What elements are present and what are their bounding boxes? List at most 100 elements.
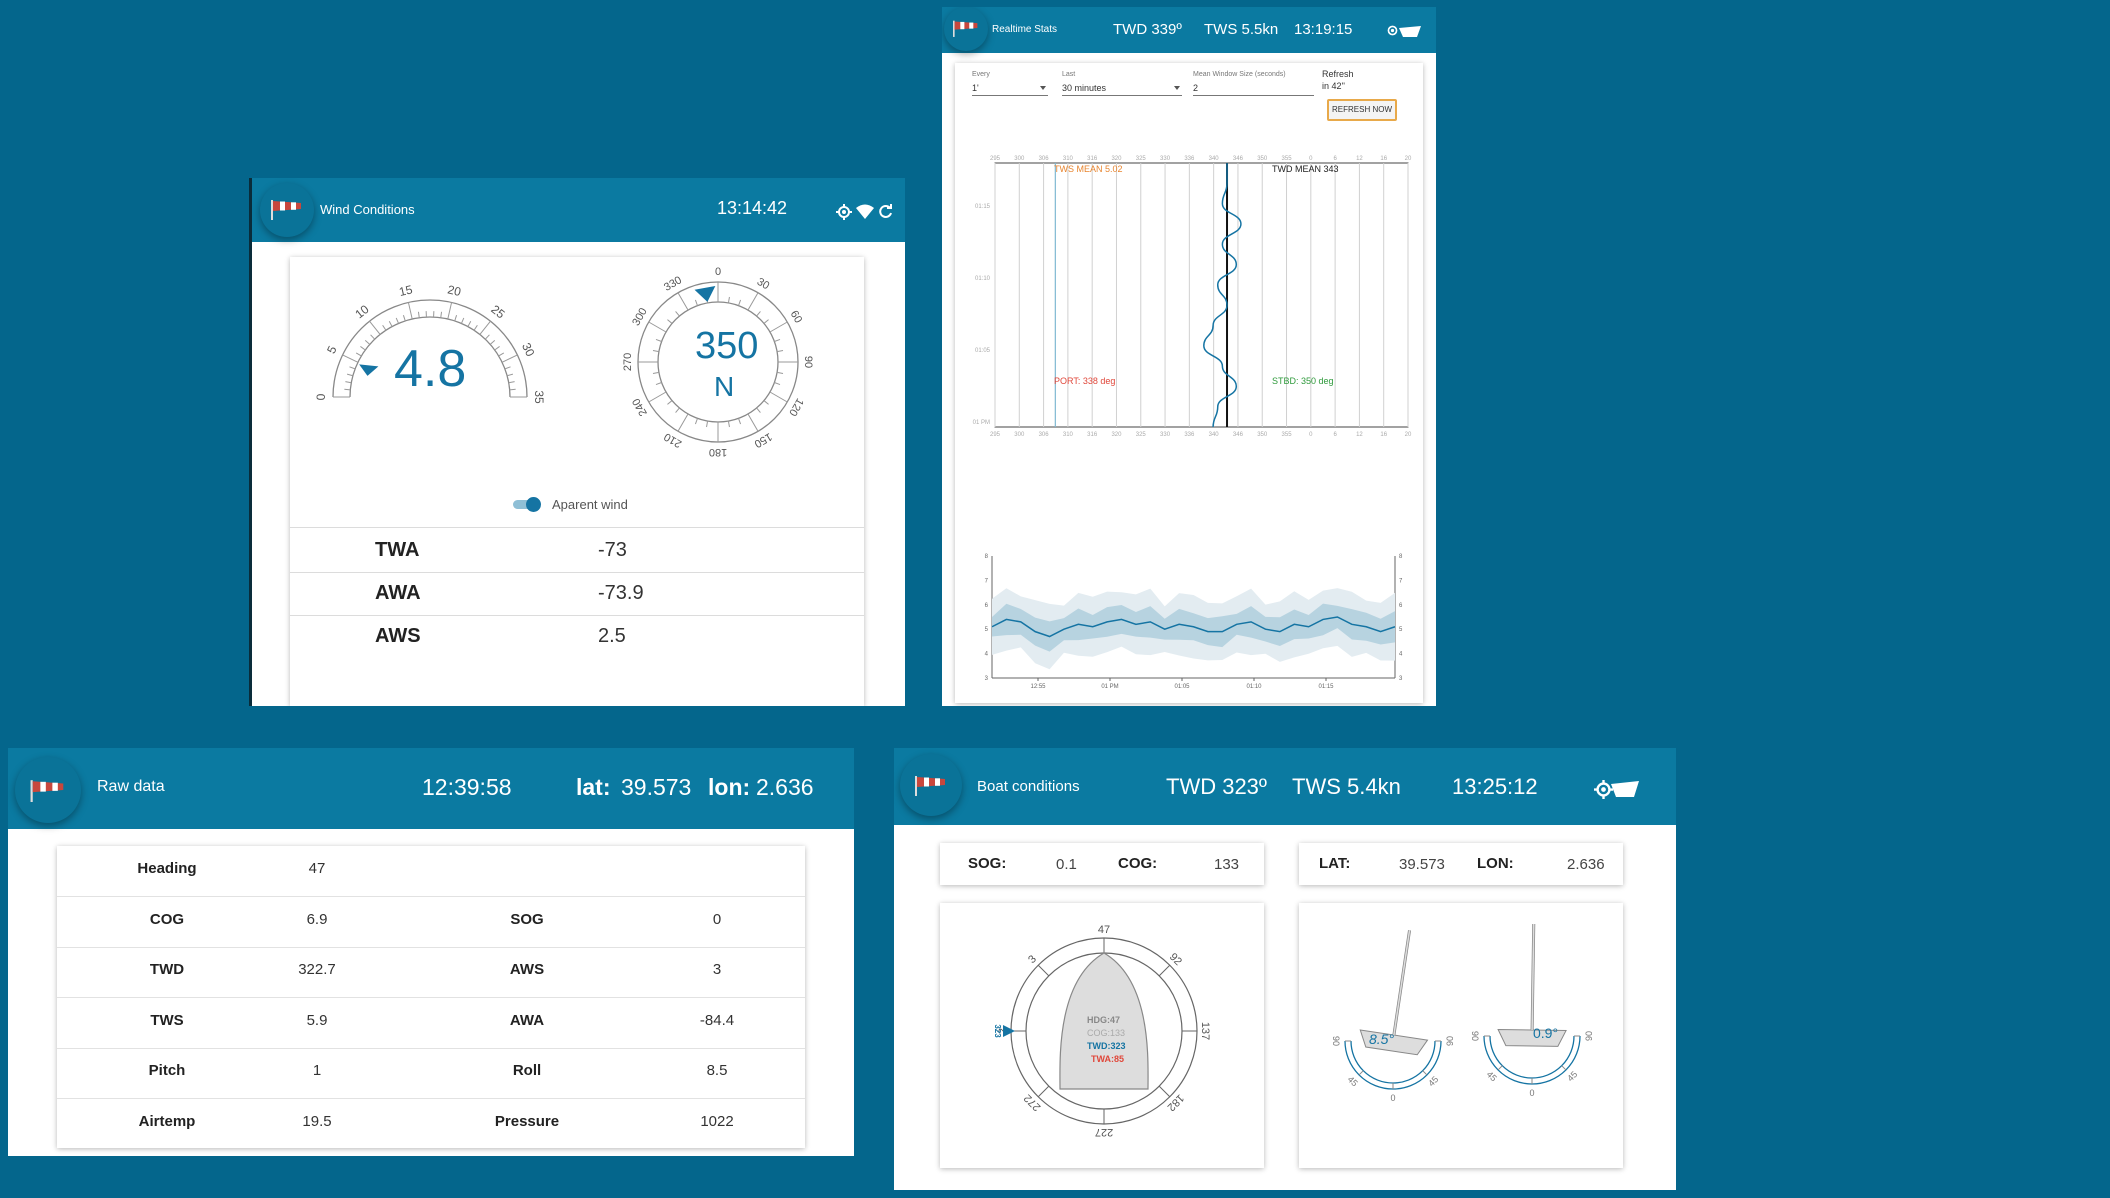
twd-readout: TWD 339º: [1113, 21, 1182, 38]
app-logo[interactable]: [15, 757, 81, 823]
gauge-tick-label: 0: [314, 393, 328, 400]
clock: 13:25:12: [1452, 774, 1538, 799]
sog-value: 0.1: [1056, 856, 1077, 873]
row-label: Heading: [137, 860, 197, 877]
row-label: COG: [149, 910, 185, 928]
compass-tick: [667, 400, 673, 405]
twd-x-tick-label: 306: [1039, 156, 1050, 162]
twd-x-tick-label: 0: [1309, 432, 1313, 438]
gauge-tick: [382, 324, 387, 331]
refresh-now-button[interactable]: REFRESH NOW: [1327, 99, 1397, 121]
pitch-gauge-tick-label: 90: [1584, 1031, 1594, 1041]
panel-title: Wind Conditions: [320, 202, 415, 217]
twd-x-tick-label: 325: [1136, 156, 1147, 162]
location-target-icon[interactable]: [836, 204, 852, 220]
twa-indicator: TWA:85: [1091, 1054, 1125, 1064]
wifi-icon[interactable]: [856, 204, 874, 219]
gauge-tick: [460, 317, 465, 324]
row-value: 1022: [700, 1112, 734, 1130]
every-value: 1': [972, 83, 979, 93]
divider: [290, 572, 864, 573]
gauge-tick: [388, 321, 393, 327]
twd-x-tick-label: 16: [1380, 156, 1387, 162]
gauge-tick: [360, 346, 366, 351]
clock: 13:19:15: [1294, 21, 1353, 38]
mean-window-value: 2: [1193, 83, 1199, 93]
windsock-icon: [30, 780, 64, 802]
app-logo[interactable]: [944, 7, 988, 51]
boat-compass-label: 227: [1095, 1126, 1113, 1138]
every-select[interactable]: 1': [972, 82, 1048, 96]
boat-icon[interactable]: [1611, 781, 1639, 797]
gauge-tick-label: 15: [398, 282, 414, 299]
twd-x-tick-label: 295: [990, 432, 1001, 438]
twd-x-tick-label: 350: [1257, 432, 1268, 438]
apparent-wind-toggle[interactable]: [513, 497, 541, 512]
compass-tick: [738, 299, 742, 306]
gauge-tick: [479, 320, 491, 335]
pitch-value: 0.9°: [1533, 1025, 1559, 1041]
row-label: TWD: [149, 961, 185, 978]
twd-readout: TWD 323º: [1166, 774, 1267, 799]
cog-value: 133: [1214, 856, 1240, 873]
app-logo[interactable]: [900, 754, 962, 816]
tws-x-tick-label: 01 PM: [1101, 684, 1118, 690]
gauge-tick: [369, 320, 381, 335]
gauge-inner-arc: [349, 316, 511, 398]
gauge-tick: [345, 381, 352, 384]
location-target-icon[interactable]: [1386, 24, 1399, 37]
divider: [57, 997, 805, 998]
raw-data-table: Heading 47 COG 6.9 SOG 0 TWD 322.7 AWS 3 TWS 5.9 AWA…: [57, 846, 805, 1148]
panel-title: Boat conditions: [977, 778, 1080, 795]
wind-speed-value: 4.8: [394, 340, 467, 398]
mean-window-input[interactable]: 2: [1193, 82, 1314, 96]
tws-y-tick-label: 5: [1399, 627, 1403, 633]
boat-compass-tick: [1037, 964, 1050, 977]
location-target-icon[interactable]: [1594, 780, 1613, 799]
compass-tick: [763, 319, 769, 324]
compass-tick: [747, 413, 759, 432]
twd-x-tick-label: 12: [1356, 156, 1363, 162]
last-select[interactable]: 30 minutes: [1062, 82, 1182, 96]
gauge-tick: [454, 315, 458, 322]
tws-readout: TWS 5.5kn: [1204, 21, 1279, 38]
compass-tick: [774, 338, 781, 342]
compass-tick: [777, 371, 784, 374]
tws-y-tick-label: 7: [1399, 578, 1403, 584]
heel-card: 90 45 0 45 90 90 45 0 45 90 8.5° 0.9°: [1299, 903, 1623, 1168]
wind-card: 0 5 10 15 20 25 30 35 4.8 0 30 60 90 120 150 180 210 24…: [290, 257, 864, 706]
refresh-countdown: in 42'': [1322, 81, 1345, 91]
gauge-tick: [473, 324, 478, 331]
gauge-needle: [359, 364, 379, 376]
row-value: 19.5: [302, 1112, 332, 1130]
twd-indicator: TWD:323: [1087, 1041, 1126, 1051]
compass-tick: [677, 292, 689, 311]
compass-tick-label: 90: [802, 356, 814, 368]
row-label: Pitch: [148, 1062, 186, 1079]
compass-tick: [774, 382, 781, 386]
twd-x-tick-label: 340: [1209, 156, 1220, 162]
compass-tick: [667, 319, 673, 324]
row-label: AWA: [509, 1011, 545, 1029]
mean-window-label: Mean Window Size (seconds): [1193, 71, 1286, 78]
pitch-gauge-tick-label: 45: [1565, 1069, 1579, 1083]
tws-y-tick-label: 8: [985, 554, 989, 560]
gauge-tick: [504, 366, 511, 370]
roll-gauge-tick: [1422, 1070, 1428, 1076]
boat-icon[interactable]: [1399, 26, 1421, 37]
port-label: PORT: 338 deg: [1054, 376, 1116, 386]
tws-y-tick-label: 6: [1399, 603, 1403, 609]
stbd-label: STBD: 350 deg: [1272, 376, 1334, 386]
compass-tick-label: 60: [788, 309, 805, 326]
gauge-tick: [501, 354, 518, 363]
last-label: Last: [1062, 71, 1076, 78]
row-label: Airtemp: [138, 1112, 196, 1130]
boat-compass-label: 137: [1199, 1022, 1211, 1040]
twd-x-tick-label: 6: [1333, 432, 1337, 438]
compass-tick: [756, 311, 761, 317]
app-logo[interactable]: [260, 183, 314, 237]
refresh-label: Refresh: [1322, 69, 1354, 79]
refresh-icon[interactable]: [878, 204, 893, 219]
heading-compass-card: 479213718222727223323 HDG:47 COG:133 TWD…: [940, 903, 1264, 1168]
